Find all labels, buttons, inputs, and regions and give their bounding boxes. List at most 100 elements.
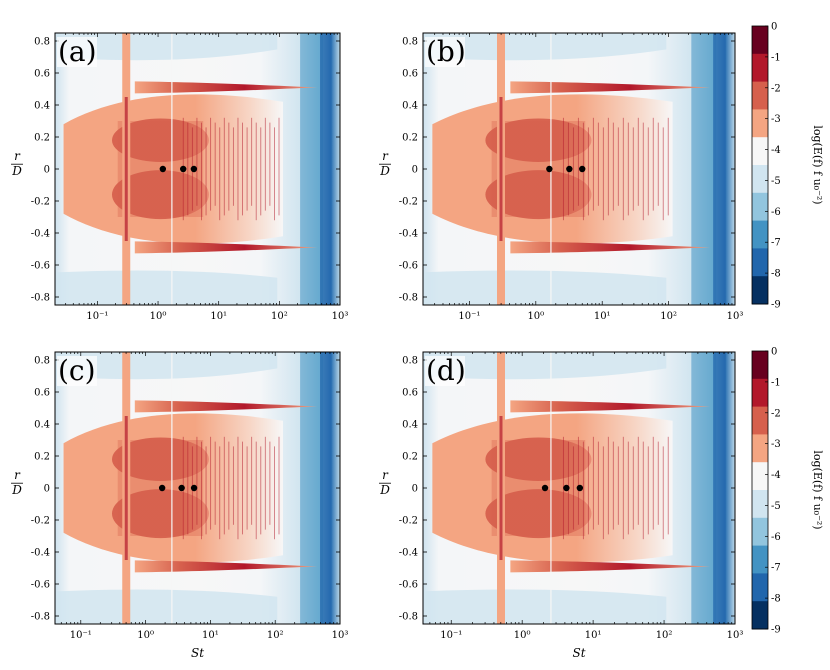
y-tick-label: -0.2	[31, 197, 50, 208]
y-tick-label: -0.8	[31, 612, 50, 623]
colorbar-2: 0 -1 -2 -3 -4 -5 -6 -7 -8 -9 log(E(f) f u₀⁻²)	[751, 347, 824, 636]
colorbar-1: 0 -1 -2 -3 -4 -5 -6 -7 -8 -9 log(E(f) f u₀⁻²)	[751, 22, 824, 311]
svg-text:D: D	[379, 483, 390, 497]
y-axis-label: rD	[379, 468, 391, 497]
svg-text:r: r	[382, 149, 389, 163]
x-tick-label: 10²	[267, 630, 284, 641]
y-tick-label: 0	[412, 165, 418, 176]
panel-label: (b)	[426, 35, 466, 68]
y-tick-label: -0.8	[31, 293, 50, 304]
colorbar-swatch	[752, 109, 768, 138]
y-tick-label: 0.4	[402, 420, 418, 431]
panel-1: 0.8 0.6 0.4 0.2 0 -0.2 -0.4 -0.6 -0.8 10⁻¹ 10⁰ 10¹ 1…	[11, 32, 349, 322]
panel-label: (a)	[58, 35, 97, 68]
heatmap-field	[55, 33, 340, 305]
y-tick-label: 0.6	[402, 69, 418, 80]
x-tick-label: 10⁰	[527, 311, 544, 322]
panel-4: 0.8 0.6 0.4 0.2 0 -0.2 -0.4 -0.6 -0.8 10⁻¹ 10⁰ 10¹ 1…	[379, 351, 743, 660]
y-tick-label: 0.2	[402, 452, 418, 463]
panel-label: (d)	[426, 354, 466, 387]
probe-marker	[190, 165, 198, 173]
x-tick-label: 10²	[271, 311, 288, 322]
heatmap-field	[55, 352, 340, 624]
colorbar-swatch	[752, 137, 768, 166]
probe-marker	[180, 165, 187, 173]
x-tick-label: 10⁻¹	[440, 630, 462, 641]
y-axis-label: rD	[11, 149, 23, 178]
colorbar-tick-label: -1	[771, 377, 781, 388]
x-tick-label: 10²	[656, 630, 673, 641]
y-tick-label: 0.8	[34, 37, 50, 48]
y-tick-label: 0.2	[34, 133, 50, 144]
colorbar-label: log(E(f) f u₀⁻²)	[811, 450, 824, 529]
x-axis-label: St	[191, 646, 204, 660]
y-tick-label: 0	[44, 484, 50, 495]
y-tick-label: -0.6	[399, 261, 418, 272]
y-tick-label: 0.8	[402, 356, 418, 367]
colorbar-swatch	[752, 545, 768, 574]
colorbar-tick-label: -7	[771, 563, 781, 574]
probe-marker	[563, 484, 570, 492]
y-tick-label: -0.4	[31, 548, 50, 559]
x-tick-label: 10³	[332, 630, 349, 641]
svg-text:D: D	[11, 483, 22, 497]
colorbar-tick-label: -9	[771, 300, 781, 311]
colorbar-label: log(E(f) f u₀⁻²)	[811, 125, 824, 204]
colorbar-swatch	[752, 601, 768, 630]
y-tick-label: 0.6	[402, 388, 418, 399]
colorbar-tick-label: -4	[771, 470, 781, 481]
probe-marker	[566, 165, 573, 173]
colorbar-swatch	[752, 434, 768, 463]
y-tick-label: 0.4	[34, 101, 50, 112]
colorbar-swatch	[752, 406, 768, 435]
colorbar-tick-label: -2	[771, 408, 781, 419]
y-tick-label: -0.2	[31, 516, 50, 527]
colorbar-tick-label: -2	[771, 83, 781, 94]
colorbar-swatch	[752, 165, 768, 194]
y-tick-label: -0.2	[399, 197, 418, 208]
x-tick-label: 10³	[727, 311, 744, 322]
colorbar-tick-label: 0	[771, 22, 777, 33]
y-tick-label: -0.4	[399, 229, 418, 240]
x-tick-label: 10¹	[585, 630, 602, 641]
colorbar-tick-label: -9	[771, 625, 781, 636]
colorbar-swatch	[752, 573, 768, 602]
y-tick-label: -0.8	[399, 612, 418, 623]
y-tick-label: 0	[412, 484, 418, 495]
y-tick-label: -0.6	[31, 580, 50, 591]
colorbar-tick-label: 0	[771, 347, 777, 358]
x-tick-label: 10⁻¹	[70, 630, 92, 641]
colorbar-tick-label: -8	[771, 269, 781, 280]
colorbar-tick-label: -6	[771, 207, 781, 218]
y-tick-label: 0.4	[34, 420, 50, 431]
colorbar-tick-label: -3	[771, 114, 781, 125]
y-tick-label: 0.8	[402, 37, 418, 48]
x-tick-label: 10⁻¹	[458, 311, 480, 322]
svg-text:r: r	[14, 468, 21, 482]
heatmap-field	[423, 33, 735, 305]
colorbar-swatch	[752, 248, 768, 277]
probe-marker	[178, 484, 185, 492]
colorbar-swatch	[752, 53, 768, 83]
y-tick-label: -0.4	[399, 548, 418, 559]
x-tick-label: 10⁰	[137, 630, 154, 641]
y-tick-label: -0.8	[399, 293, 418, 304]
probe-marker	[576, 484, 584, 492]
probe-marker	[190, 484, 198, 492]
probe-marker	[159, 165, 167, 173]
probe-marker	[158, 484, 166, 492]
colorbar-swatch	[752, 378, 768, 408]
y-axis-label: rD	[11, 468, 23, 497]
y-tick-label: 0	[44, 165, 50, 176]
x-tick-label: 10²	[660, 311, 677, 322]
colorbar-tick-label: -5	[771, 176, 781, 187]
y-tick-label: 0.2	[402, 133, 418, 144]
svg-text:D: D	[379, 164, 390, 178]
x-tick-label: 10⁻¹	[86, 311, 108, 322]
y-tick-label: 0.6	[34, 69, 50, 80]
probe-marker	[546, 165, 553, 173]
x-tick-label: 10³	[332, 311, 349, 322]
colorbar-tick-label: -8	[771, 594, 781, 605]
colorbar-tick-label: -3	[771, 439, 781, 450]
